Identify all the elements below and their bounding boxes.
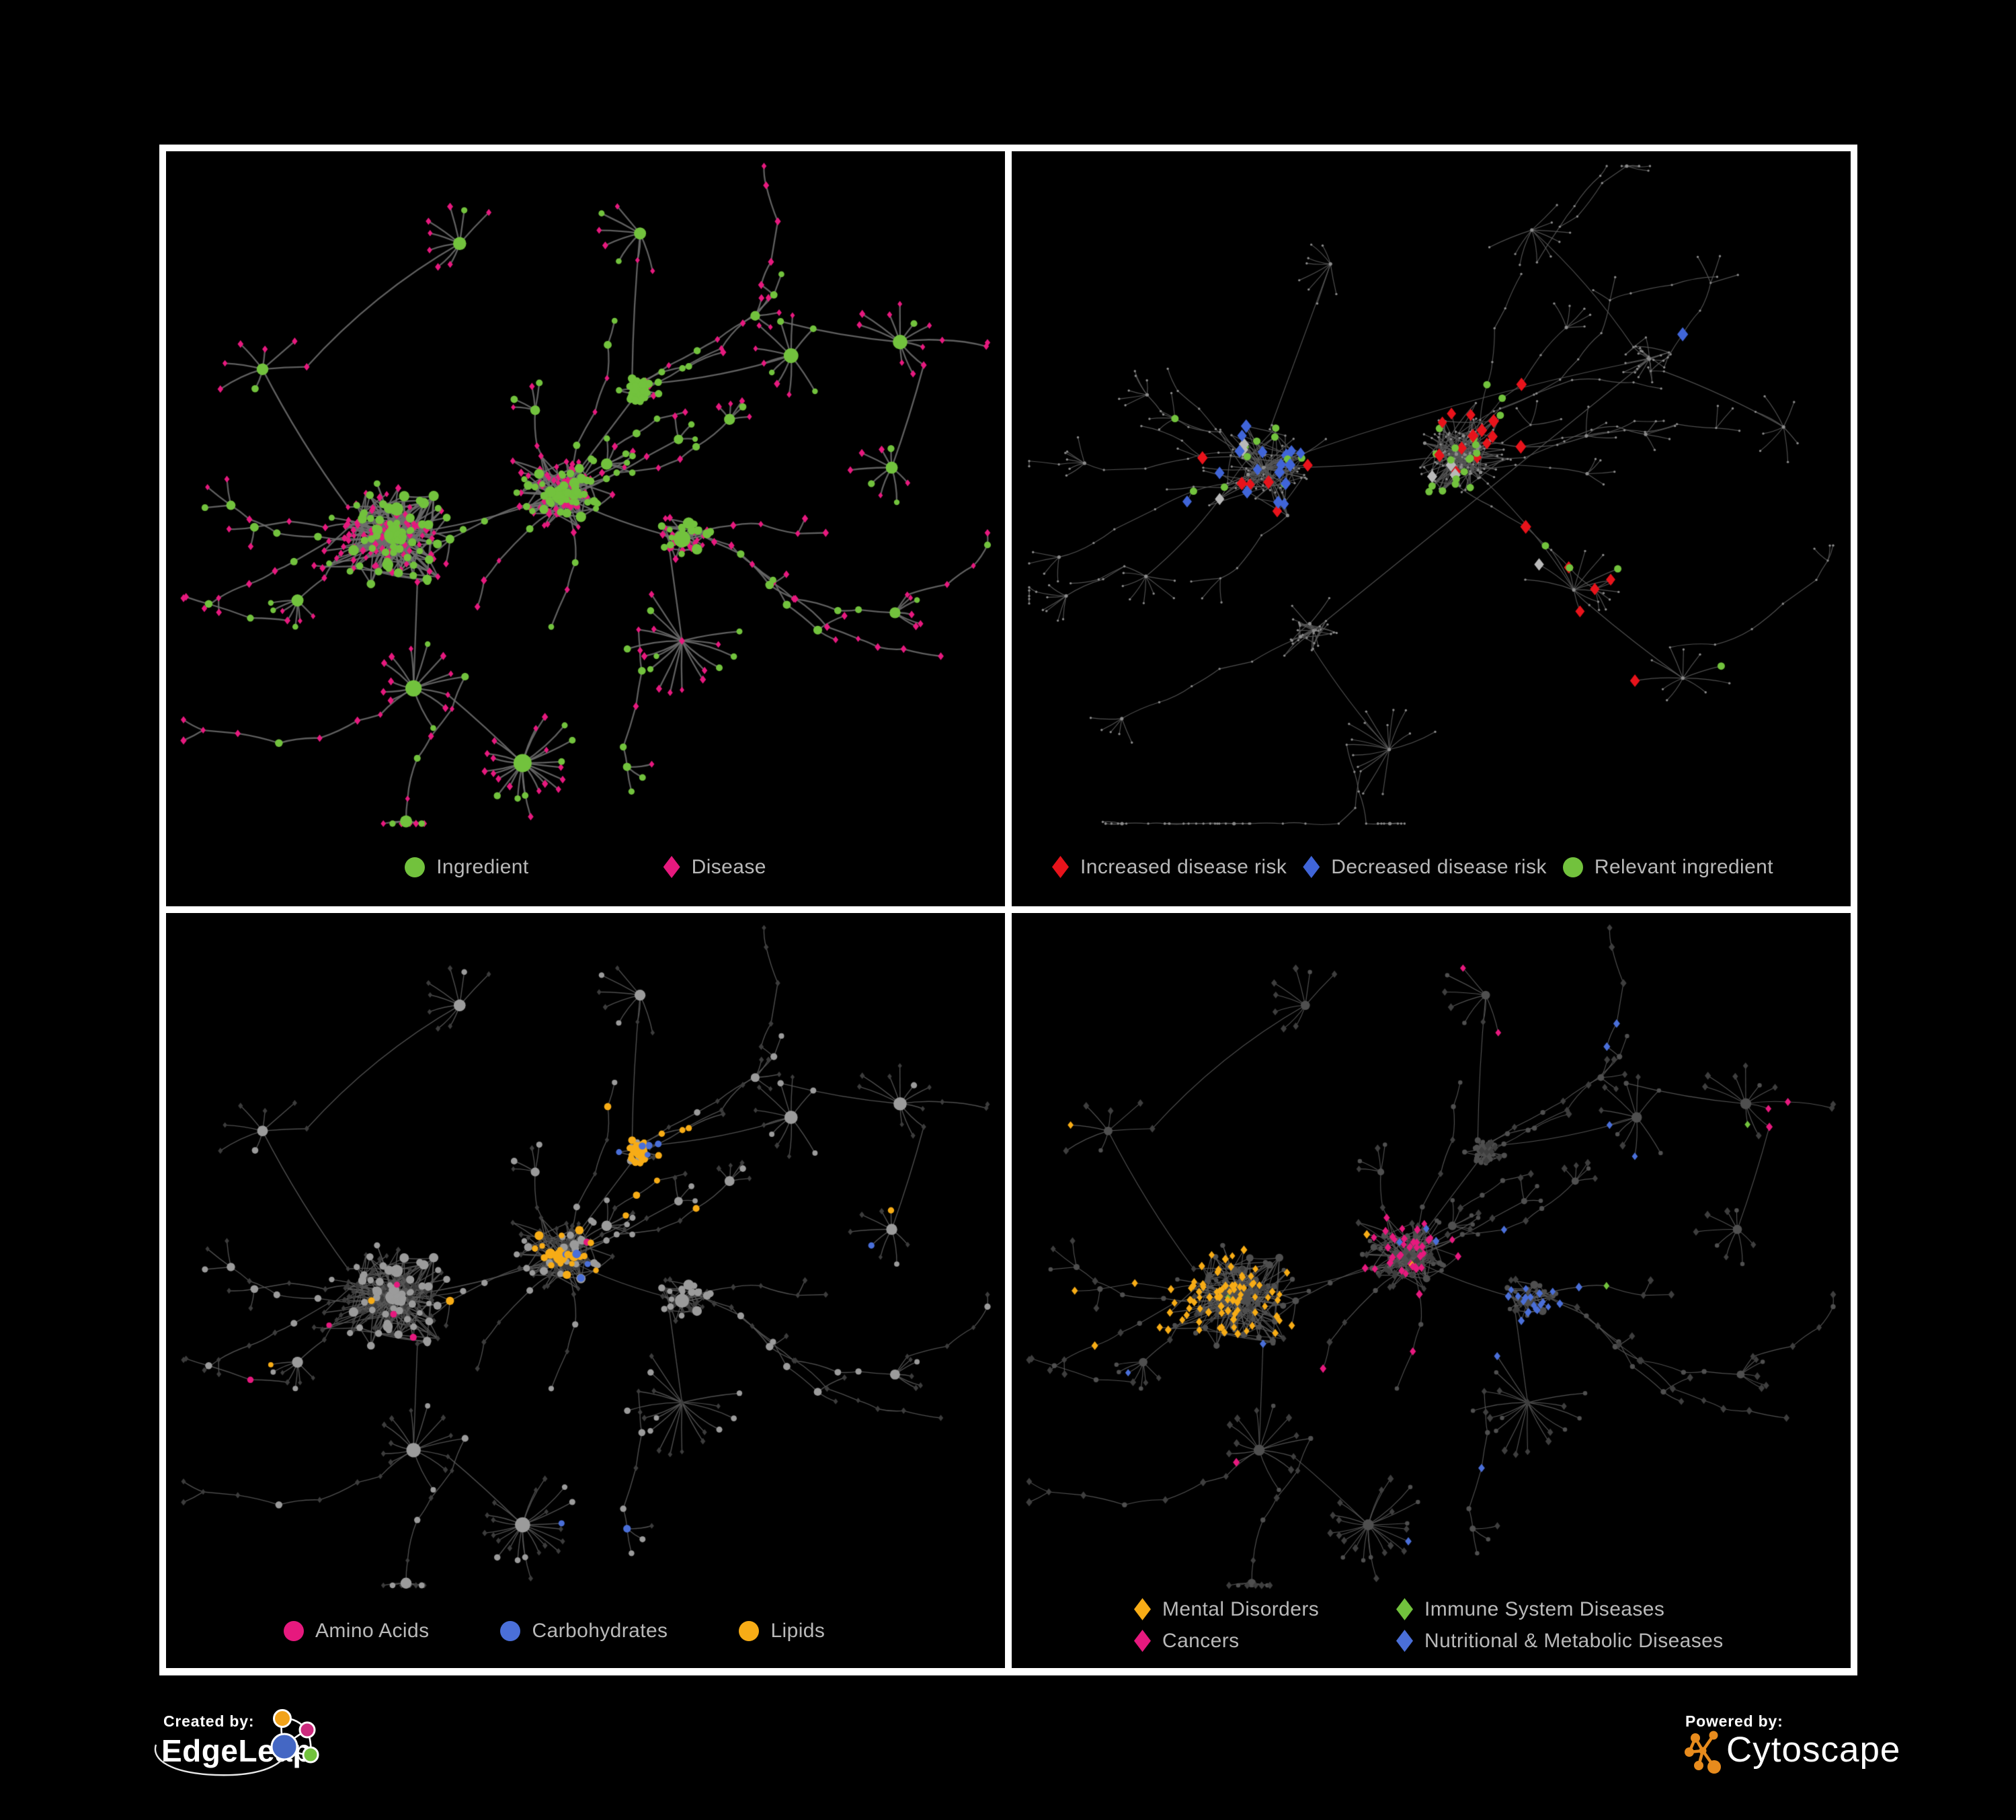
legend-label: Relevant ingredient	[1594, 855, 1773, 878]
legend-item: Lipids	[739, 1621, 825, 1641]
legend-label: Nutritional & Metabolic Diseases	[1424, 1629, 1724, 1652]
circle-marker-icon	[739, 1621, 760, 1641]
legend-label: Mental Disorders	[1162, 1597, 1320, 1620]
panel-disease-risk: Increased disease risk Decreased disease …	[1012, 151, 1851, 906]
legend-item: Nutritional & Metabolic Diseases	[1396, 1630, 1724, 1652]
legend-label: Ingredient	[436, 855, 529, 878]
circle-marker-icon	[1562, 857, 1583, 877]
legend-nutrient-classes: Amino Acids Carbohydrates Lipids	[166, 1621, 1005, 1641]
legend-item: Mental Disorders	[1134, 1598, 1396, 1620]
circle-marker-icon	[500, 1621, 521, 1641]
legend-item: Cancers	[1134, 1630, 1396, 1652]
legend-item: Ingredient	[405, 857, 528, 877]
legend-item: Increased disease risk	[1052, 856, 1287, 878]
diamond-marker-icon	[1134, 1630, 1151, 1652]
diamond-marker-icon	[1303, 856, 1320, 878]
legend-label: Carbohydrates	[532, 1620, 668, 1642]
legend-disease-risk: Increased disease risk Decreased disease …	[1012, 856, 1851, 878]
circle-marker-icon	[284, 1621, 304, 1641]
powered-by-label: Powered by:	[1685, 1712, 1783, 1730]
legend-item: Relevant ingredient	[1562, 855, 1773, 878]
circle-marker-icon	[405, 857, 426, 877]
edgeleap-swoosh-icon	[154, 1744, 285, 1776]
cytoscape-logo-icon	[1685, 1731, 1721, 1774]
legend-label: Immune System Diseases	[1424, 1597, 1665, 1620]
legend-ingredient-disease: Ingredient Disease	[166, 856, 1005, 878]
network-graph-ingredient-disease	[166, 151, 1005, 906]
created-by-label: Created by:	[163, 1712, 255, 1730]
diamond-marker-icon	[1134, 1598, 1151, 1620]
diamond-marker-icon	[663, 856, 680, 878]
diamond-marker-icon	[1052, 856, 1069, 878]
legend-item: Amino Acids	[284, 1621, 429, 1641]
edgeleap-logo-icon	[270, 1709, 319, 1764]
legend-label: Disease	[691, 855, 766, 878]
legend-label: Decreased disease risk	[1331, 855, 1547, 878]
legend-label: Amino Acids	[315, 1620, 430, 1642]
panel-disease-classes: Mental Disorders Immune System Diseases Ca…	[1012, 913, 1851, 1668]
diamond-marker-icon	[1396, 1630, 1413, 1652]
legend-item: Carbohydrates	[500, 1621, 668, 1641]
cytoscape-wordmark: Cytoscape	[1726, 1730, 1901, 1770]
legend-item: Decreased disease risk	[1303, 856, 1547, 878]
network-graph-disease-classes	[1012, 913, 1851, 1668]
network-graph-disease-risk	[1012, 151, 1851, 906]
network-graph-nutrient-classes	[166, 913, 1005, 1668]
panel-nutrient-classes: Amino Acids Carbohydrates Lipids	[166, 913, 1005, 1668]
legend-label: Cancers	[1162, 1629, 1240, 1652]
legend-disease-classes: Mental Disorders Immune System Diseases Ca…	[1134, 1598, 1724, 1652]
diamond-marker-icon	[1396, 1598, 1413, 1620]
legend-item: Immune System Diseases	[1396, 1598, 1724, 1620]
legend-item: Disease	[663, 856, 766, 878]
legend-label: Increased disease risk	[1080, 855, 1287, 878]
legend-label: Lipids	[770, 1620, 825, 1642]
panel-grid: Ingredient Disease Increased disease risk…	[159, 145, 1857, 1675]
panel-ingredient-disease: Ingredient Disease	[166, 151, 1005, 906]
